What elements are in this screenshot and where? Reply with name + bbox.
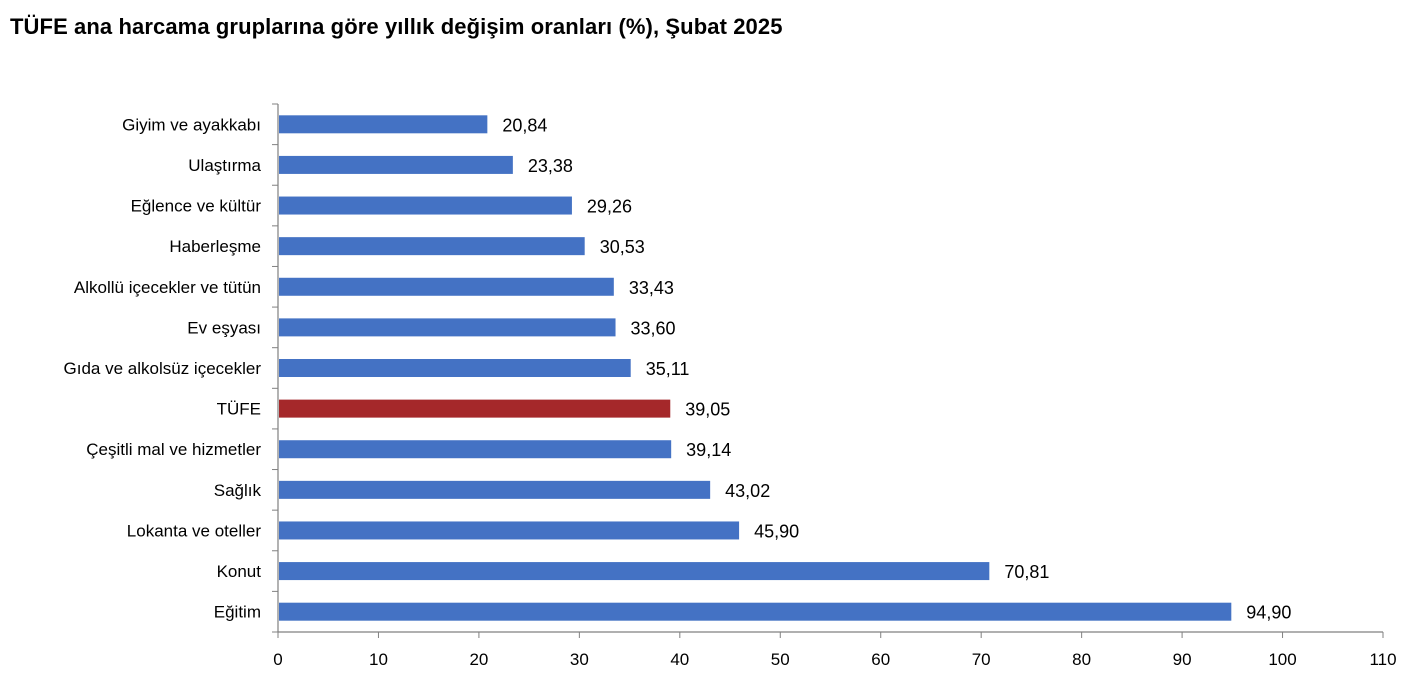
bar-eglence-ve-kultur [279, 196, 572, 215]
value-label-eglence-ve-kultur: 29,26 [587, 197, 632, 217]
x-tick-label-10: 10 [369, 650, 388, 669]
category-label-gida-ve-alkolsuz-icecekler: Gıda ve alkolsüz içecekler [64, 359, 262, 378]
category-label-ulastirma: Ulaştırma [188, 156, 261, 175]
value-label-cesitli-mal-ve-hizmetler: 39,14 [686, 440, 731, 460]
bar-saglik [279, 480, 711, 499]
value-label-lokanta-ve-oteller: 45,90 [754, 521, 799, 541]
bar-alkollu-icecekler-ve-tutun [279, 277, 614, 296]
value-label-ev-esyasi: 33,60 [631, 318, 676, 338]
category-label-ev-esyasi: Ev eşyası [187, 318, 261, 337]
value-label-alkollu-icecekler-ve-tutun: 33,43 [629, 278, 674, 298]
bar-cesitli-mal-ve-hizmetler [279, 440, 672, 459]
bar-ev-esyasi [279, 318, 616, 337]
value-label-gida-ve-alkolsuz-icecekler: 35,11 [646, 359, 690, 379]
value-label-haberlesme: 30,53 [600, 237, 645, 257]
value-label-giyim-ve-ayakkabi: 20,84 [502, 115, 547, 135]
x-tick-label-50: 50 [771, 650, 790, 669]
bar-lokanta-ve-oteller [279, 521, 740, 540]
x-tick-label-30: 30 [570, 650, 589, 669]
bar-gida-ve-alkolsuz-icecekler [279, 359, 631, 377]
value-label-tufe: 39,05 [685, 400, 730, 420]
x-tick-label-40: 40 [670, 650, 689, 669]
axis-layer: Giyim ve ayakkabı Ulaştırma Eğlence ve kül… [64, 103, 1397, 669]
bar-egitim [279, 602, 1232, 621]
category-label-haberlesme: Haberleşme [169, 237, 261, 256]
x-tick-label-100: 100 [1268, 650, 1296, 669]
value-label-konut: 70,81 [1004, 562, 1049, 582]
category-label-giyim-ve-ayakkabi: Giyim ve ayakkabı [122, 115, 261, 134]
category-label-saglik: Sağlık [214, 481, 262, 500]
x-tick-label-0: 0 [273, 650, 282, 669]
value-label-egitim: 94,90 [1246, 603, 1291, 623]
x-tick-label-80: 80 [1072, 650, 1091, 669]
bar-ulastirma [279, 155, 513, 174]
x-tick-label-110: 110 [1369, 650, 1396, 669]
category-label-tufe: TÜFE [217, 400, 261, 419]
category-label-egitim: Eğitim [214, 603, 261, 622]
x-tick-label-90: 90 [1173, 650, 1192, 669]
bar-tufe [279, 399, 671, 418]
category-label-alkollu-icecekler-ve-tutun: Alkollü içecekler ve tütün [74, 278, 261, 297]
value-label-ulastirma: 23,38 [528, 156, 573, 176]
bar-konut [279, 562, 990, 581]
x-tick-label-70: 70 [972, 650, 991, 669]
category-label-eglence-ve-kultur: Eğlence ve kültür [131, 197, 262, 216]
category-label-konut: Konut [217, 562, 262, 581]
x-tick-label-60: 60 [871, 650, 890, 669]
x-tick-label-20: 20 [469, 650, 488, 669]
bar-haberlesme [279, 237, 585, 256]
chart-title: TÜFE ana harcama gruplarına göre yıllık … [10, 14, 783, 39]
category-label-lokanta-ve-oteller: Lokanta ve oteller [127, 521, 262, 540]
bars-layer: 20,84 23,38 29,26 30,53 33,43 33,60 35,11 39,05… [279, 115, 1291, 623]
value-label-saglik: 43,02 [725, 481, 770, 501]
category-label-cesitli-mal-ve-hizmetler: Çeşitli mal ve hizmetler [86, 440, 261, 459]
bar-giyim-ve-ayakkabi [279, 115, 488, 134]
